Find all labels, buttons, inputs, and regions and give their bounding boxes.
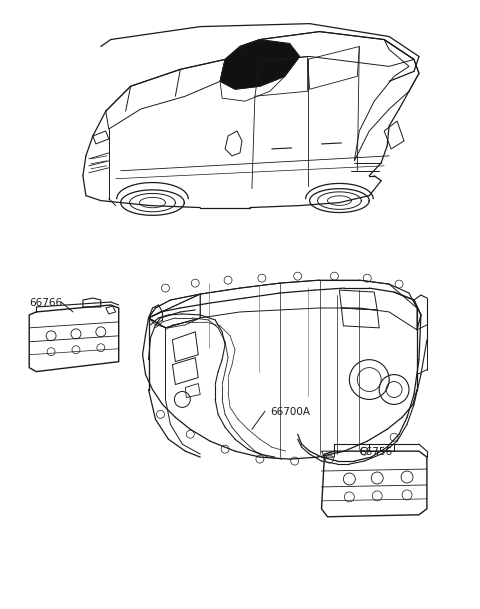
Polygon shape <box>220 40 300 90</box>
Text: 66700A: 66700A <box>270 407 310 417</box>
Text: 66766: 66766 <box>29 298 62 308</box>
Text: 66756: 66756 <box>360 447 393 457</box>
